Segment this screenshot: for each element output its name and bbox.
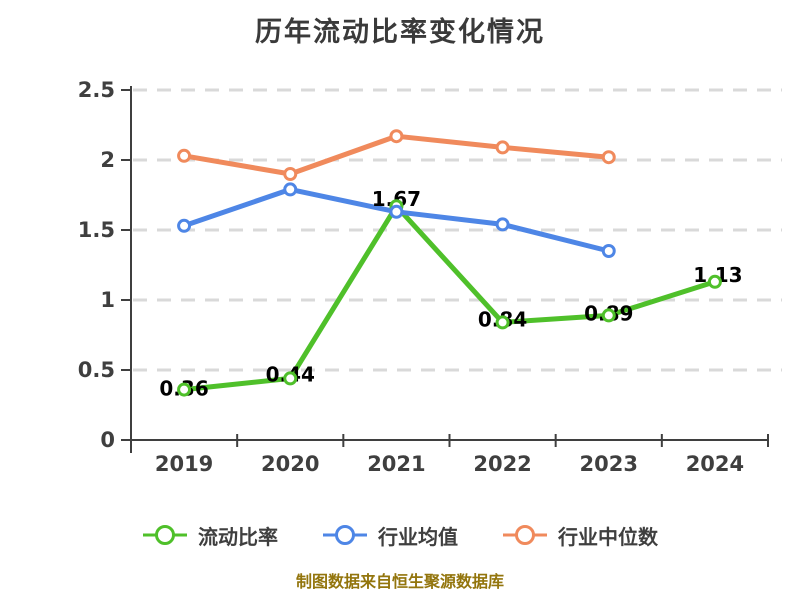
y-tick-label: 2 [100, 148, 115, 172]
series-marker-industry-average-2023 [601, 244, 616, 258]
y-tick-label: 0 [100, 428, 115, 452]
series-marker-industry-median-2023 [601, 150, 616, 165]
series-marker-current-ratio-2023 [601, 308, 616, 323]
series-marker-current-ratio-2019 [177, 382, 192, 397]
chart-title: 历年流动比率变化情况 [255, 17, 545, 48]
series-marker-industry-median-2022 [495, 140, 510, 155]
series-marker-industry-average-2020 [283, 182, 298, 197]
series-marker-current-ratio-2022 [495, 315, 510, 330]
series-marker-industry-median-2019 [177, 148, 192, 163]
legend-marker-current-ratio-icon [143, 525, 187, 545]
series-marker-industry-average-2022 [495, 217, 510, 232]
series-marker-industry-average-2019 [177, 218, 192, 233]
x-tick-label: 2021 [367, 452, 425, 476]
legend-label-current-ratio: 流动比率 [198, 524, 278, 549]
y-tick-label: 2.5 [78, 78, 115, 102]
chart-legend: 流动比率 行业均值 行业中位数 [0, 518, 800, 552]
x-tick-label: 2022 [473, 452, 531, 476]
chart-footnote: 制图数据来自恒生聚源数据库 [295, 572, 504, 591]
legend-item-industry-median: 行业中位数 [502, 521, 658, 550]
x-tick-label: 2019 [155, 452, 213, 476]
legend-marker-industry-median-icon [503, 525, 547, 545]
y-tick-label: 0.5 [78, 358, 115, 382]
legend-item-current-ratio: 流动比率 [142, 521, 278, 550]
series-marker-industry-average-2021 [389, 204, 404, 219]
x-tick-label: 2020 [261, 452, 319, 476]
x-tick-label: 2024 [686, 452, 744, 476]
legend-label-industry-average: 行业均值 [378, 524, 458, 549]
y-tick-label: 1 [100, 288, 115, 312]
legend-label-industry-median: 行业中位数 [558, 524, 658, 549]
legend-marker-industry-average-icon [323, 525, 367, 545]
x-tick-label: 2023 [580, 452, 638, 476]
y-tick-label: 1.5 [78, 218, 115, 242]
series-marker-industry-median-2020 [283, 167, 298, 181]
series-marker-industry-median-2021 [389, 129, 404, 144]
legend-item-industry-average: 行业均值 [322, 521, 458, 550]
series-marker-current-ratio-2020 [283, 371, 298, 386]
series-line-current-ratio [181, 203, 718, 393]
series-marker-current-ratio-2024 [707, 274, 722, 289]
